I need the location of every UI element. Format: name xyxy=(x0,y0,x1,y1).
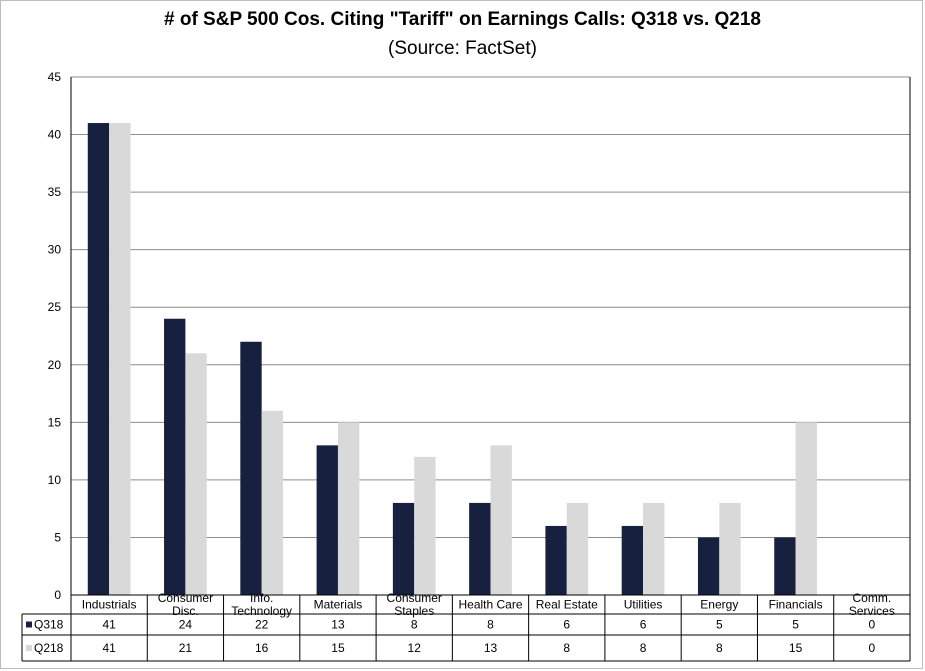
q318-bar xyxy=(164,318,186,595)
table-value: 41 xyxy=(102,618,116,632)
table-value: 41 xyxy=(102,641,116,655)
y-tick-label: 15 xyxy=(48,415,62,429)
table-value: 0 xyxy=(869,641,876,655)
y-tick-label: 35 xyxy=(48,185,62,199)
table-value: 5 xyxy=(716,618,723,632)
table-value: 15 xyxy=(331,641,345,655)
table-value: 16 xyxy=(255,641,269,655)
category-label: Consumer xyxy=(158,591,213,605)
q218-bar xyxy=(643,502,665,595)
legend-label: Q218 xyxy=(34,641,64,655)
category-label: Consumer xyxy=(387,591,442,605)
category-label: Materials xyxy=(314,598,363,612)
category-label: Utilities xyxy=(624,598,663,612)
table-value: 13 xyxy=(484,641,498,655)
table-value: 8 xyxy=(640,641,647,655)
category-label: Real Estate xyxy=(536,598,598,612)
q318-bar xyxy=(545,525,567,595)
legend-key xyxy=(26,645,32,651)
q318-bar xyxy=(316,445,338,595)
q318-bar xyxy=(240,341,262,595)
category-label: Energy xyxy=(700,598,738,612)
q218-bar xyxy=(337,422,360,595)
y-tick-label: 30 xyxy=(48,243,62,257)
q218-bar xyxy=(414,456,436,595)
category-label: Disc. xyxy=(172,604,199,618)
y-tick-label: 20 xyxy=(48,358,62,372)
y-tick-label: 5 xyxy=(54,530,61,544)
q318-bar xyxy=(392,502,415,595)
table-value: 0 xyxy=(869,618,876,632)
table-value: 6 xyxy=(563,618,570,632)
table-value: 13 xyxy=(331,618,345,632)
y-tick-label: 45 xyxy=(48,70,62,84)
table-value: 22 xyxy=(255,618,269,632)
table-value: 8 xyxy=(411,618,418,632)
bars xyxy=(87,123,817,596)
chart-subtitle: (Source: FactSet) xyxy=(388,38,537,59)
chart-title: # of S&P 500 Cos. Citing "Tariff" on Ear… xyxy=(164,9,761,30)
q218-bar xyxy=(719,502,741,595)
table-value: 8 xyxy=(716,641,723,655)
legend-key xyxy=(26,621,32,628)
y-tick-label: 25 xyxy=(48,300,62,314)
category-label: Industrials xyxy=(82,598,137,612)
category-label: Staples xyxy=(394,604,434,618)
y-tick-label: 10 xyxy=(48,473,62,487)
q218-bar xyxy=(185,353,207,595)
y-axis: 0 5 10 15 20 25 30 35 40 45 xyxy=(48,70,911,661)
y-tick-label: 40 xyxy=(48,128,62,142)
table-value: 15 xyxy=(789,641,803,655)
table-value: 12 xyxy=(408,641,422,655)
q218-bar xyxy=(261,410,284,595)
q318-bar xyxy=(697,537,720,595)
category-label: Info. xyxy=(250,591,273,605)
category-label: Comm. xyxy=(853,591,892,605)
q318-bar xyxy=(621,525,644,595)
q218-bar xyxy=(566,502,589,595)
q318-bar xyxy=(469,502,491,595)
table-value: 8 xyxy=(563,641,570,655)
table-value: 8 xyxy=(487,618,494,632)
table-value: 5 xyxy=(792,618,799,632)
legend-label: Q318 xyxy=(34,618,64,632)
category-label: Health Care xyxy=(458,598,522,612)
table-value: 24 xyxy=(179,618,193,632)
q218-bar xyxy=(795,422,817,595)
category-label: Financials xyxy=(769,598,823,612)
q318-bar xyxy=(774,537,796,595)
q218-bar xyxy=(490,445,512,595)
table-value: 21 xyxy=(179,641,193,655)
q218-bar xyxy=(109,123,131,596)
table-value: 6 xyxy=(640,618,647,632)
category-label: Services xyxy=(849,604,895,618)
q318-bar xyxy=(87,123,110,596)
category-label: Technology xyxy=(231,604,292,618)
y-tick-label: 0 xyxy=(54,588,61,602)
